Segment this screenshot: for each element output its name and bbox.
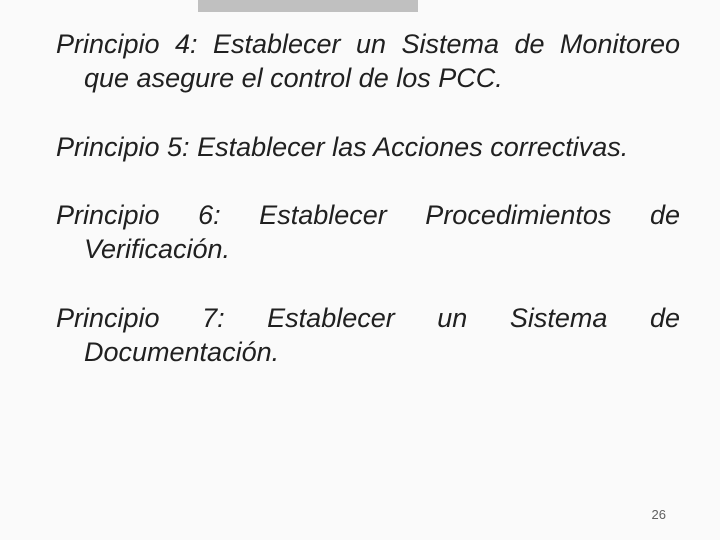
principle-5: Principio 5: Establecer las Acciones cor… [56, 131, 680, 165]
principle-6-text: Principio 6: Establecer Procedimientos d… [56, 200, 680, 264]
principle-5-text: Principio 5: Establecer las Acciones cor… [56, 132, 628, 162]
top-decorative-bar [198, 0, 418, 12]
principle-6: Principio 6: Establecer Procedimientos d… [56, 199, 680, 267]
principle-7: Principio 7: Establecer un Sistema de Do… [56, 302, 680, 370]
slide-content: Principio 4: Establecer un Sistema de Mo… [56, 28, 680, 404]
principle-4: Principio 4: Establecer un Sistema de Mo… [56, 28, 680, 96]
page-number: 26 [652, 507, 666, 522]
principle-4-text: Principio 4: Establecer un Sistema de Mo… [56, 29, 680, 93]
principle-7-text: Principio 7: Establecer un Sistema de Do… [56, 303, 680, 367]
